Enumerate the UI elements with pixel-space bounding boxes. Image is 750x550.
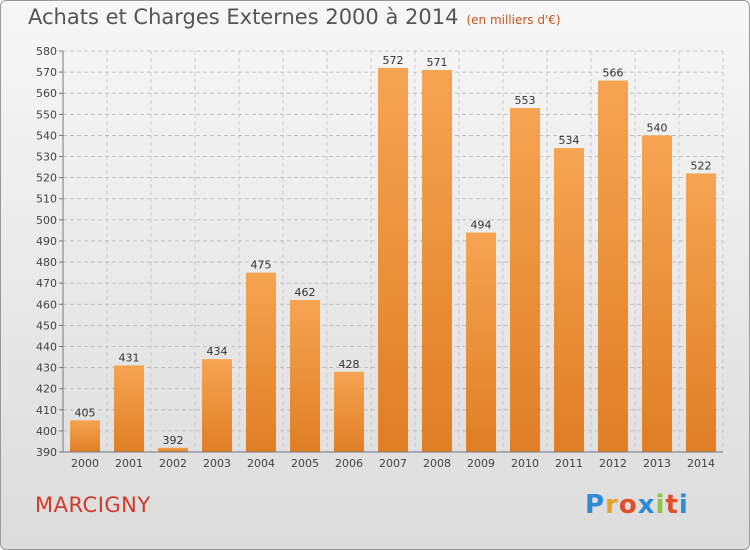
data-label: 462 [295, 286, 316, 299]
data-label: 494 [471, 219, 492, 232]
bar [246, 272, 276, 452]
y-tick-label: 440 [36, 340, 57, 353]
x-tick-label: 2007 [379, 457, 407, 470]
data-label: 534 [559, 134, 580, 147]
y-tick-label: 410 [36, 404, 57, 417]
bar [114, 365, 144, 452]
y-tick-label: 430 [36, 362, 57, 375]
y-tick-label: 420 [36, 383, 57, 396]
bar [554, 148, 584, 452]
bar [642, 135, 672, 452]
y-tick-label: 510 [36, 193, 57, 206]
y-tick-label: 390 [36, 446, 57, 459]
data-label: 540 [647, 121, 668, 134]
x-tick-label: 2012 [599, 457, 627, 470]
y-tick-label: 450 [36, 319, 57, 332]
x-tick-label: 2005 [291, 457, 319, 470]
data-label: 434 [207, 345, 228, 358]
x-tick-label: 2009 [467, 457, 495, 470]
x-tick-label: 2002 [159, 457, 187, 470]
bar [510, 107, 540, 453]
y-tick-label: 550 [36, 108, 57, 121]
bar [598, 80, 628, 453]
y-tick-label: 470 [36, 277, 57, 290]
logo-letter: t [665, 490, 679, 520]
data-label: 522 [691, 159, 712, 172]
data-label: 566 [603, 67, 624, 80]
y-tick-label: 480 [36, 256, 57, 269]
y-tick-label: 530 [36, 151, 57, 164]
y-tick-label: 490 [36, 235, 57, 248]
bar [202, 359, 232, 452]
data-label: 392 [163, 434, 184, 447]
y-tick-label: 460 [36, 298, 57, 311]
logo-letter: r [605, 490, 619, 520]
chart-unit: (en milliers d'€) [466, 13, 561, 27]
bar [378, 67, 408, 452]
x-tick-label: 2014 [687, 457, 715, 470]
y-tick-label: 520 [36, 172, 57, 185]
x-tick-label: 2000 [71, 457, 99, 470]
logo-letter: P [585, 490, 606, 520]
y-tick-label: 570 [36, 66, 57, 79]
logo-letter: i [655, 490, 666, 520]
logo-letter: i [678, 490, 689, 520]
x-tick-label: 2006 [335, 457, 363, 470]
data-label: 572 [383, 54, 404, 67]
chart-title-text: Achats et Charges Externes 2000 à 2014 [28, 5, 459, 29]
commune-name: MARCIGNY [35, 493, 151, 517]
data-label: 475 [251, 259, 272, 272]
data-label: 553 [515, 94, 536, 107]
bar [686, 173, 716, 452]
data-label: 431 [119, 351, 140, 364]
x-tick-label: 2004 [247, 457, 275, 470]
y-tick-label: 580 [36, 45, 57, 58]
y-tick-label: 560 [36, 87, 57, 100]
y-tick-label: 400 [36, 425, 57, 438]
chart-title: Achats et Charges Externes 2000 à 2014 (e… [28, 5, 561, 29]
bar [70, 420, 100, 452]
logo-letter: x [637, 490, 656, 520]
bar [334, 371, 364, 452]
y-tick-label: 500 [36, 214, 57, 227]
data-label: 571 [427, 56, 448, 69]
bar [290, 300, 320, 452]
bar [466, 232, 496, 452]
bar [158, 447, 188, 452]
x-tick-label: 2008 [423, 457, 451, 470]
x-tick-label: 2010 [511, 457, 539, 470]
bar [422, 69, 452, 452]
x-tick-label: 2013 [643, 457, 671, 470]
y-tick-label: 540 [36, 129, 57, 142]
data-label: 405 [75, 406, 96, 419]
proxiti-logo: Proxiti [585, 490, 689, 520]
x-tick-label: 2001 [115, 457, 143, 470]
data-label: 428 [339, 358, 360, 371]
logo-letter: o [618, 490, 638, 520]
x-tick-label: 2003 [203, 457, 231, 470]
x-tick-label: 2011 [555, 457, 583, 470]
